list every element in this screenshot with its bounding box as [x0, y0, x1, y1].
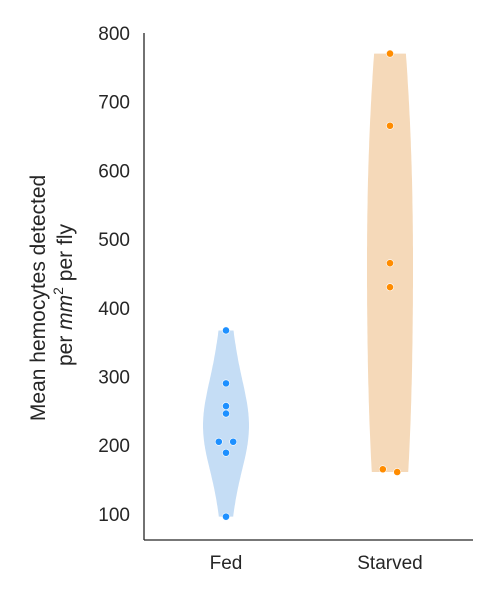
data-point-starved — [386, 121, 394, 130]
x-tick-label: Fed — [210, 553, 243, 574]
y-tick-label: 800 — [98, 24, 130, 45]
y-tick-label: 400 — [98, 299, 130, 320]
data-point-starved — [386, 283, 394, 292]
data-point-fed — [229, 437, 238, 446]
violins-layer — [203, 53, 413, 517]
x-ticks: Fed Starved — [210, 553, 423, 574]
y-ticks: 100 200 300 400 500 600 700 800 — [98, 24, 130, 526]
data-point-starved — [386, 49, 394, 58]
y-axis-title-pre: per — [54, 330, 77, 366]
data-point-starved — [386, 259, 394, 268]
data-point-fed — [222, 379, 230, 388]
y-tick-label: 300 — [98, 367, 130, 388]
y-axis-title-sup: 2 — [50, 287, 66, 295]
data-point-starved — [393, 468, 402, 476]
y-tick-label: 100 — [98, 505, 130, 526]
data-point-fed — [222, 402, 230, 410]
data-point-fed — [222, 409, 230, 418]
data-point-fed — [222, 326, 230, 335]
data-point-fed — [222, 448, 230, 457]
y-axis-title-post: per fly — [54, 224, 77, 288]
y-tick-label: 700 — [98, 93, 130, 114]
y-axis-title: Mean hemocytes detected per mm2 per fly — [27, 169, 77, 421]
y-axis-title-math: mm — [54, 295, 77, 330]
y-tick-label: 500 — [98, 230, 130, 251]
data-point-starved — [378, 465, 387, 474]
y-axis-title-line1: Mean hemocytes detected — [27, 175, 50, 421]
violin-fed — [203, 330, 249, 517]
y-axis-title-line2: per mm2 per fly — [50, 224, 77, 367]
y-tick-label: 200 — [98, 436, 130, 457]
y-tick-label: 600 — [98, 161, 130, 182]
data-point-fed — [214, 437, 223, 446]
data-point-fed — [222, 512, 230, 521]
x-tick-label: Starved — [357, 553, 422, 574]
points-layer — [214, 49, 402, 521]
